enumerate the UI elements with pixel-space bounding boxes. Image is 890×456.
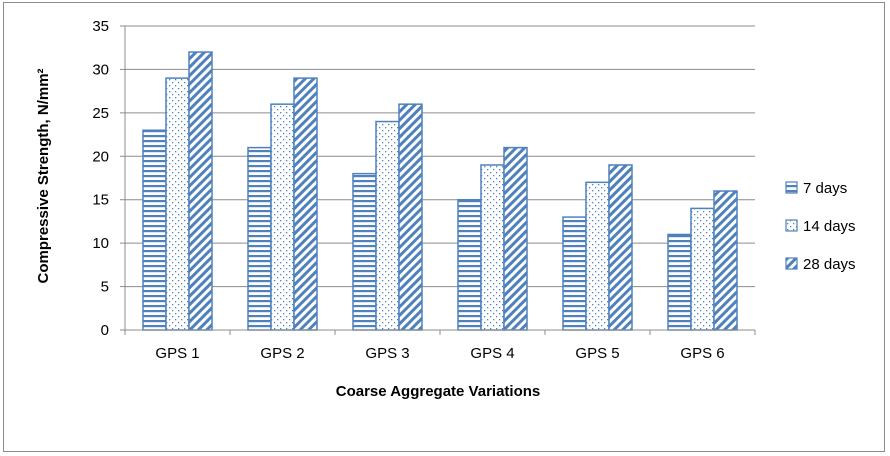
bar-gps2-28-days xyxy=(293,77,318,331)
y-tick-label: 0 xyxy=(101,322,109,339)
bar-gps6-28-days xyxy=(713,190,738,331)
bar-gps6-7-days xyxy=(667,233,692,331)
bar-gps6-14-days xyxy=(690,207,715,331)
x-tick-label: GPS 3 xyxy=(365,345,409,362)
axis-ticks: 0 5 10 15 20 25 30 35 GPS 1 GPS 2 GPS 3 GPS 4 GPS 5 G… xyxy=(92,18,756,362)
x-tick-label: GPS 4 xyxy=(470,345,514,362)
legend-swatch-7-days xyxy=(785,181,798,194)
y-tick-label: 20 xyxy=(92,148,109,165)
bar-gps5-28-days xyxy=(608,164,633,331)
x-axis-title: Coarse Aggregate Variations xyxy=(336,383,541,400)
bar-gps1-28-days xyxy=(188,51,213,331)
bar-gps4-14-days xyxy=(480,164,505,331)
bar-gps1-14-days xyxy=(165,77,190,331)
bar-gps3-14-days xyxy=(375,120,400,331)
legend-label: 14 days xyxy=(803,218,856,235)
bar-gps5-7-days xyxy=(562,216,587,331)
bar-gps4-28-days xyxy=(503,146,528,331)
y-tick-label: 35 xyxy=(92,18,109,35)
y-axis-title: Compressive Strength, N/mm² xyxy=(35,68,52,283)
legend-swatch-14-days xyxy=(785,219,798,232)
x-tick-label: GPS 2 xyxy=(260,345,304,362)
bar-gps5-14-days xyxy=(585,181,610,331)
legend-swatch-28-days xyxy=(785,257,798,270)
bar-gps1-7-days xyxy=(142,129,167,331)
bars xyxy=(142,51,738,331)
bar-gps2-7-days xyxy=(247,146,272,331)
y-tick-label: 25 xyxy=(92,105,109,122)
gridlines xyxy=(125,25,755,331)
bar-gps4-7-days xyxy=(457,198,482,331)
y-tick-label: 5 xyxy=(101,279,109,296)
y-tick-label: 15 xyxy=(92,192,109,209)
y-tick-label: 10 xyxy=(92,235,109,252)
x-tick-label: GPS 1 xyxy=(155,345,199,362)
x-tick-label: GPS 5 xyxy=(575,345,619,362)
legend: 7 days 14 days 28 days xyxy=(785,180,856,273)
y-tick-label: 30 xyxy=(92,61,109,78)
x-tick-label: GPS 6 xyxy=(680,345,724,362)
legend-label: 28 days xyxy=(803,256,856,273)
bar-gps3-7-days xyxy=(352,172,377,331)
bar-gps3-28-days xyxy=(398,103,423,331)
bar-gps2-14-days xyxy=(270,103,295,331)
legend-label: 7 days xyxy=(803,180,847,197)
